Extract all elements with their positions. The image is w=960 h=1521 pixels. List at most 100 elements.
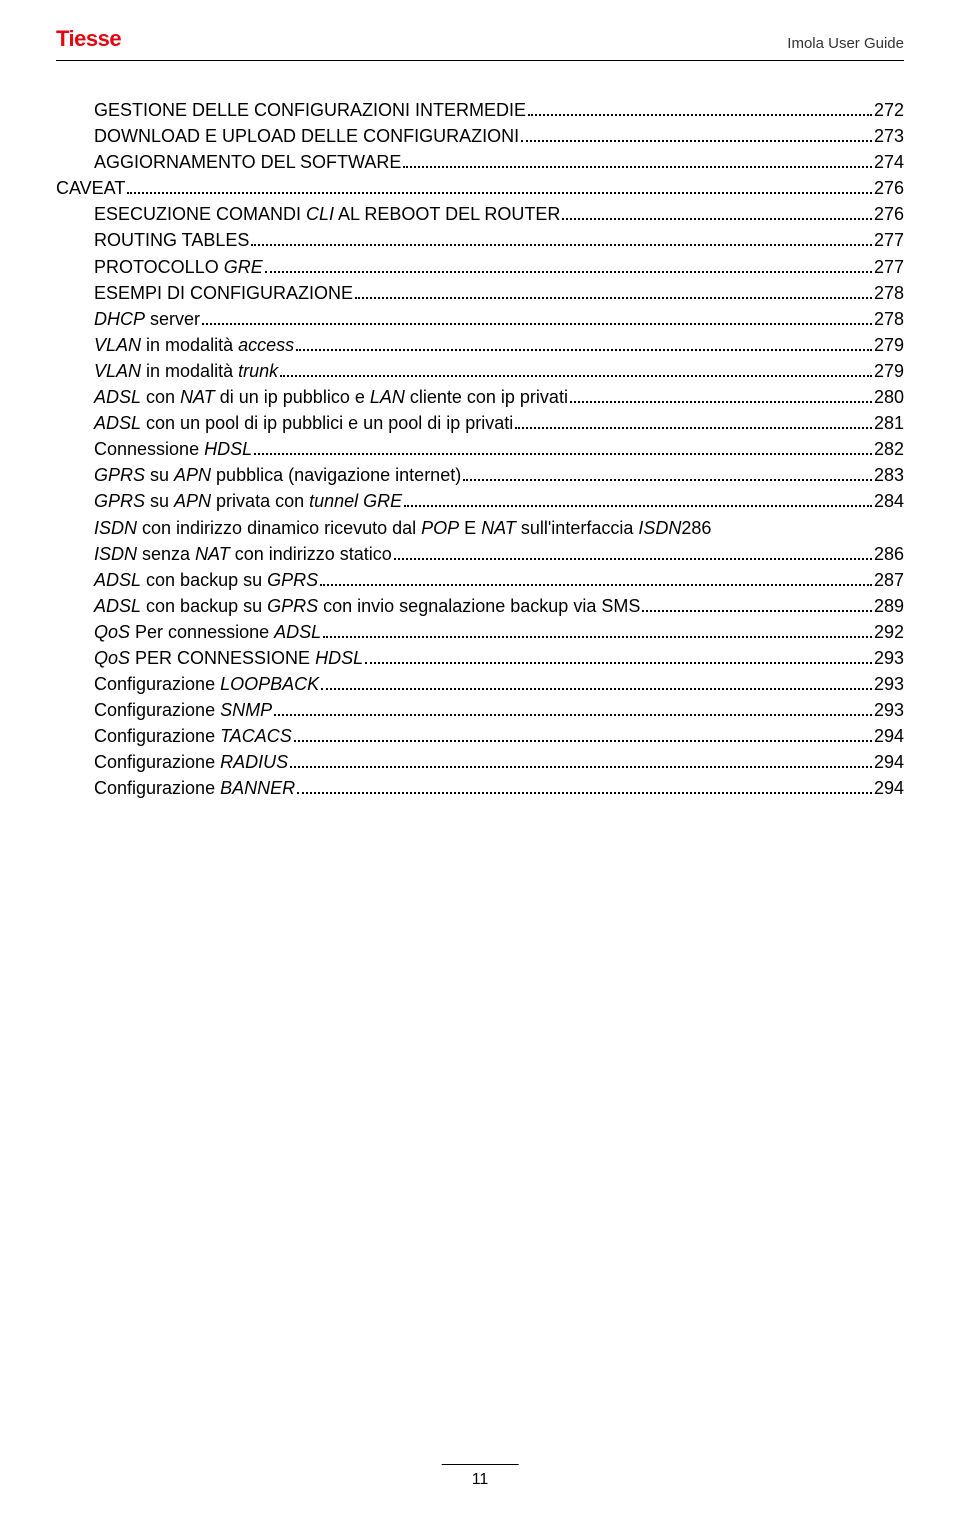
- toc-entry-page: 277: [874, 227, 904, 253]
- toc-entry-page: 279: [874, 332, 904, 358]
- toc-leader-dots: [280, 361, 872, 377]
- toc-entry: Configurazione LOOPBACK 293: [94, 671, 904, 697]
- toc-entry-page: 294: [874, 749, 904, 775]
- toc-entry-page: 289: [874, 593, 904, 619]
- toc-entry-text: VLAN in modalità trunk: [94, 358, 278, 384]
- toc-entry-text: ADSL con backup su GPRS con invio segnal…: [94, 593, 640, 619]
- toc-leader-dots: [320, 570, 872, 586]
- toc-entry-text: Configurazione SNMP: [94, 697, 272, 723]
- toc-entry: ROUTING TABLES 277: [94, 227, 904, 253]
- toc-entry: ISDN senza NAT con indirizzo statico 286: [94, 541, 904, 567]
- toc-entry-text: AGGIORNAMENTO DEL SOFTWARE: [94, 149, 401, 175]
- toc-leader-dots: [290, 752, 872, 768]
- toc-leader-dots: [404, 491, 872, 507]
- page-container: Tiesse Imola User Guide GESTIONE DELLE C…: [0, 0, 960, 852]
- toc-entry: ESEMPI DI CONFIGURAZIONE 278: [94, 280, 904, 306]
- toc-entry: PROTOCOLLO GRE 277: [94, 254, 904, 280]
- toc-entry: QoS PER CONNESSIONE HDSL 293: [94, 645, 904, 671]
- toc-entry-page: 283: [874, 462, 904, 488]
- toc-entry-text: Configurazione BANNER: [94, 775, 295, 801]
- toc-entry: DHCP server 278: [94, 306, 904, 332]
- toc-leader-dots: [394, 543, 872, 559]
- toc-entry: GPRS su APN pubblica (navigazione intern…: [94, 462, 904, 488]
- toc-leader-dots: [562, 204, 872, 220]
- toc-entry-text: GPRS su APN pubblica (navigazione intern…: [94, 462, 461, 488]
- toc-leader-dots: [296, 335, 872, 351]
- toc-leader-dots: [528, 100, 872, 116]
- toc-entry-text: Configurazione TACACS: [94, 723, 292, 749]
- toc-entry-text: ADSL con NAT di un ip pubblico e LAN cli…: [94, 384, 568, 410]
- toc-leader-dots: [642, 596, 872, 612]
- toc-entry-page: 278: [874, 280, 904, 306]
- toc-entry-page: 293: [874, 697, 904, 723]
- toc-entry-text: ISDN con indirizzo dinamico ricevuto dal…: [94, 515, 681, 541]
- toc-entry-page: 276: [874, 201, 904, 227]
- toc-leader-dots: [355, 282, 872, 298]
- toc-entry: VLAN in modalità access 279: [94, 332, 904, 358]
- toc-entry-page: 293: [874, 645, 904, 671]
- toc-leader-dots: [265, 256, 872, 272]
- toc-entry: CAVEAT 276: [56, 175, 904, 201]
- toc-entry: ISDN con indirizzo dinamico ricevuto dal…: [94, 515, 904, 541]
- table-of-contents: GESTIONE DELLE CONFIGURAZIONI INTERMEDIE…: [56, 97, 904, 802]
- toc-entry-text: GPRS su APN privata con tunnel GRE: [94, 488, 402, 514]
- toc-entry-page: 278: [874, 306, 904, 332]
- toc-entry-text: DOWNLOAD E UPLOAD DELLE CONFIGURAZIONI: [94, 123, 519, 149]
- toc-entry: VLAN in modalità trunk 279: [94, 358, 904, 384]
- toc-entry: Configurazione SNMP 293: [94, 697, 904, 723]
- toc-entry: AGGIORNAMENTO DEL SOFTWARE 274: [94, 149, 904, 175]
- toc-entry-page: 281: [874, 410, 904, 436]
- toc-entry-text: ISDN senza NAT con indirizzo statico: [94, 541, 392, 567]
- toc-entry-page: 286: [681, 515, 711, 541]
- toc-entry-page: 280: [874, 384, 904, 410]
- toc-entry-text: Connessione HDSL: [94, 436, 252, 462]
- toc-entry: Configurazione BANNER 294: [94, 775, 904, 801]
- toc-entry: Configurazione RADIUS 294: [94, 749, 904, 775]
- toc-leader-dots: [321, 674, 872, 690]
- toc-leader-dots: [202, 309, 872, 325]
- toc-entry-page: 276: [874, 175, 904, 201]
- toc-entry: GPRS su APN privata con tunnel GRE 284: [94, 488, 904, 514]
- toc-entry: ADSL con NAT di un ip pubblico e LAN cli…: [94, 384, 904, 410]
- toc-entry-page: 274: [874, 149, 904, 175]
- toc-entry-page: 273: [874, 123, 904, 149]
- toc-entry-text: QoS PER CONNESSIONE HDSL: [94, 645, 363, 671]
- toc-entry-text: QoS Per connessione ADSL: [94, 619, 321, 645]
- toc-leader-dots: [515, 413, 872, 429]
- page-number: 11: [442, 1464, 519, 1489]
- toc-entry-text: DHCP server: [94, 306, 200, 332]
- toc-entry: Connessione HDSL 282: [94, 436, 904, 462]
- toc-leader-dots: [323, 622, 872, 638]
- toc-entry-page: 292: [874, 619, 904, 645]
- toc-entry-page: 294: [874, 723, 904, 749]
- toc-entry-page: 282: [874, 436, 904, 462]
- toc-entry: Configurazione TACACS 294: [94, 723, 904, 749]
- toc-entry-text: ADSL con un pool di ip pubblici e un poo…: [94, 410, 513, 436]
- toc-leader-dots: [251, 230, 872, 246]
- toc-entry-page: 286: [874, 541, 904, 567]
- toc-entry-text: Configurazione LOOPBACK: [94, 671, 319, 697]
- toc-leader-dots: [127, 178, 872, 194]
- toc-entry-text: PROTOCOLLO GRE: [94, 254, 263, 280]
- toc-entry-text: CAVEAT: [56, 175, 125, 201]
- toc-entry-page: 272: [874, 97, 904, 123]
- toc-entry-text: GESTIONE DELLE CONFIGURAZIONI INTERMEDIE: [94, 97, 526, 123]
- page-header: Tiesse Imola User Guide: [56, 26, 904, 61]
- toc-leader-dots: [403, 152, 872, 168]
- toc-entry: ADSL con backup su GPRS 287: [94, 567, 904, 593]
- guide-title: Imola User Guide: [787, 35, 904, 52]
- toc-entry-page: 279: [874, 358, 904, 384]
- toc-entry-text: Configurazione RADIUS: [94, 749, 288, 775]
- toc-entry-page: 294: [874, 775, 904, 801]
- toc-entry: ESECUZIONE COMANDI CLI AL REBOOT DEL ROU…: [94, 201, 904, 227]
- toc-entry-page: 277: [874, 254, 904, 280]
- toc-entry-page: 287: [874, 567, 904, 593]
- toc-entry: DOWNLOAD E UPLOAD DELLE CONFIGURAZIONI 2…: [94, 123, 904, 149]
- toc-entry-text: ESECUZIONE COMANDI CLI AL REBOOT DEL ROU…: [94, 201, 560, 227]
- toc-leader-dots: [521, 126, 872, 142]
- brand-logo: Tiesse: [56, 26, 121, 52]
- toc-entry-text: ROUTING TABLES: [94, 227, 249, 253]
- toc-entry: ADSL con un pool di ip pubblici e un poo…: [94, 410, 904, 436]
- toc-entry: ADSL con backup su GPRS con invio segnal…: [94, 593, 904, 619]
- toc-entry-text: ADSL con backup su GPRS: [94, 567, 318, 593]
